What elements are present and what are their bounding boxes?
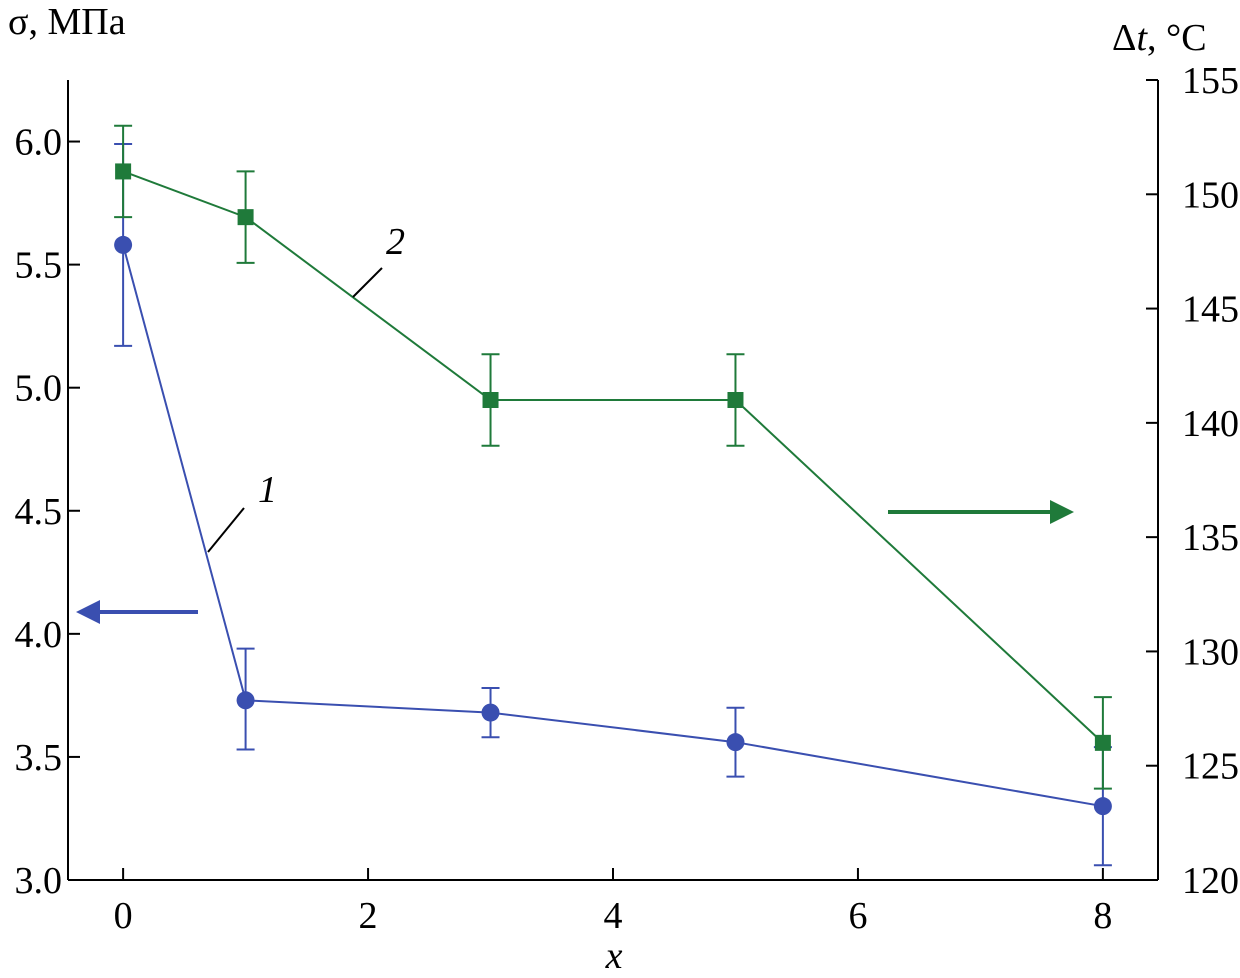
left-axis-title: σ, МПа <box>8 1 126 43</box>
series-layer <box>114 124 1112 867</box>
right-axis-tick-label: 155 <box>1182 60 1239 102</box>
x-axis-tick-label: 6 <box>848 895 867 937</box>
series-2-line <box>122 170 1104 744</box>
series-2-point <box>115 163 132 180</box>
ticks-layer: 3.03.54.04.55.05.56.01201251301351401451… <box>15 60 1240 937</box>
right-axis-title: Δt, °C <box>1112 17 1207 59</box>
right-axis-title-unit: , °C <box>1147 17 1207 59</box>
left-axis-title-unit: МПа <box>47 1 125 43</box>
left-axis-title-prefix: σ, <box>8 1 47 43</box>
series-1-point <box>114 235 133 254</box>
right-axis-tick-label: 140 <box>1182 403 1239 445</box>
left-axis-tick-label: 3.5 <box>15 737 63 779</box>
left-axis-tick-label: 4.5 <box>15 491 63 533</box>
curve-1-leader <box>207 507 245 553</box>
series-1-point <box>236 691 255 710</box>
right-axis-title-delta: Δ <box>1112 17 1136 59</box>
right-axis-tick-label: 145 <box>1182 289 1239 331</box>
curve-2-leader <box>352 267 383 298</box>
curve-2-label: 2 <box>386 221 405 263</box>
right-axis-tick-label: 120 <box>1182 860 1239 902</box>
right-axis-tick-label: 125 <box>1182 746 1239 788</box>
series-2-point <box>727 392 744 408</box>
left-axis-tick-label: 4.0 <box>15 614 63 656</box>
right-axis-title-var: t <box>1136 17 1148 59</box>
series-1-point <box>726 733 745 752</box>
x-axis-tick-label: 2 <box>359 895 378 937</box>
left-axis-tick-label: 3.0 <box>15 860 63 902</box>
right-axis-tick-label: 150 <box>1182 174 1239 216</box>
series-1-point <box>481 703 500 722</box>
series-1-point <box>1093 797 1112 816</box>
series-2-point <box>237 209 254 226</box>
left-axis-tick-label: 5.5 <box>15 245 63 287</box>
left-axis-tick-label: 6.0 <box>15 122 63 164</box>
series-2-point <box>1094 734 1111 751</box>
x-axis-tick-label: 4 <box>604 895 623 937</box>
right-axis-tick-label: 130 <box>1182 631 1239 673</box>
x-axis-title: x <box>605 935 623 977</box>
left-axis-tick-label: 5.0 <box>15 368 63 410</box>
curve-1-label: 1 <box>258 469 277 511</box>
series-1-line <box>122 244 1104 808</box>
right-axis-tick-label: 135 <box>1182 517 1239 559</box>
series-2-point <box>482 392 499 408</box>
x-axis-tick-label: 0 <box>114 895 133 937</box>
x-axis-tick-label: 8 <box>1093 895 1112 937</box>
